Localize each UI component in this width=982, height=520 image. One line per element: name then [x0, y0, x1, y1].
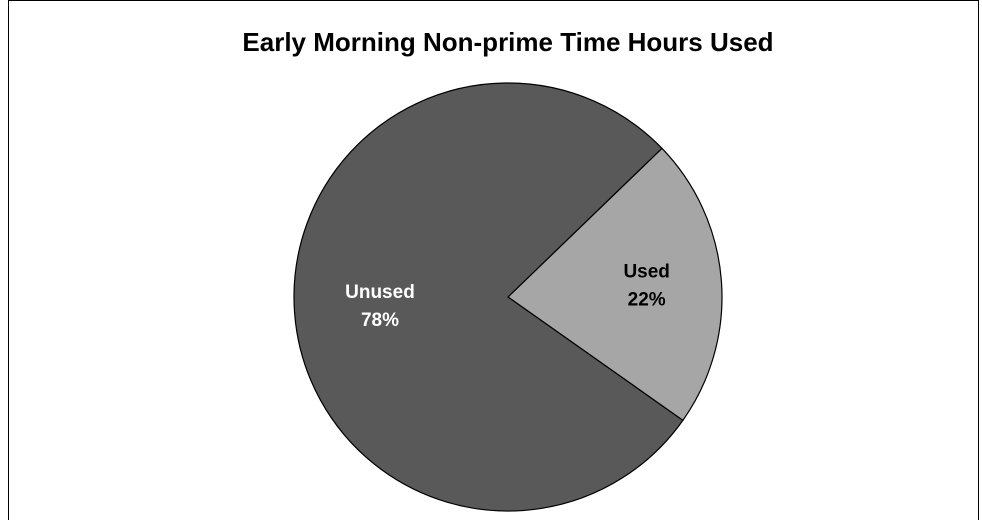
- pie-slice: [293, 82, 684, 512]
- slice-label: Unused: [345, 282, 415, 303]
- slice-value-label: 78%: [361, 310, 399, 331]
- chart-title: Early Morning Non-prime Time Hours Used: [242, 27, 773, 57]
- slice-value-label: 22%: [628, 289, 666, 310]
- slice-label: Used: [623, 261, 669, 282]
- pie-slice: [507, 147, 723, 422]
